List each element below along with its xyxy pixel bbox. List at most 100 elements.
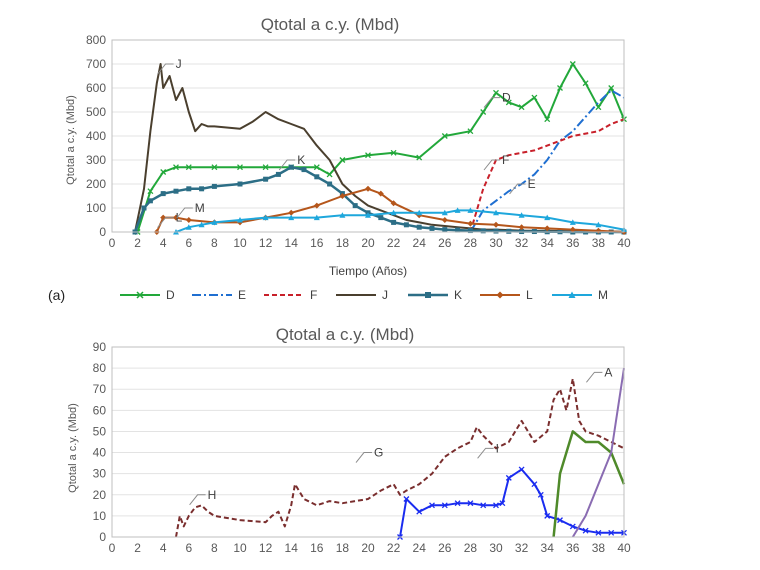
data-point-G	[608, 529, 615, 536]
x-tick-label: 32	[515, 236, 529, 250]
data-point-K	[211, 183, 217, 189]
x-tick-label: 40	[617, 541, 631, 555]
data-point-K	[160, 191, 166, 197]
annotation-leader	[189, 494, 206, 506]
data-point-K	[173, 188, 179, 194]
data-point-D	[505, 99, 512, 106]
data-point-L	[467, 220, 474, 227]
data-point-L	[493, 221, 499, 228]
data-point-M	[518, 212, 525, 218]
x-tick-label: 26	[438, 541, 452, 555]
data-point-M	[185, 224, 192, 230]
data-point-K	[147, 198, 153, 204]
chart-a-xlabel: Tiempo (Años)	[329, 264, 407, 278]
data-point-G	[569, 523, 576, 530]
data-point-G	[403, 496, 410, 502]
data-point-D	[237, 164, 243, 171]
annotation-leader	[157, 63, 174, 75]
annotation-leader	[355, 452, 372, 463]
legend-label-M: M	[598, 288, 608, 302]
data-point-K	[237, 181, 243, 187]
data-point-G	[441, 502, 448, 509]
y-tick-label: 0	[99, 225, 106, 239]
data-point-D	[595, 104, 602, 111]
data-point-D	[160, 169, 167, 175]
chart-b: Qtotal a c.y. (Mbd) Qtotal a c.y. (Mbd) …	[67, 325, 631, 555]
data-point-L	[390, 200, 397, 207]
data-point-D	[544, 116, 551, 123]
data-point-K	[378, 215, 384, 221]
y-tick-label: 70	[93, 382, 107, 396]
chart-b-title: Qtotal a c.y. (Mbd)	[276, 325, 415, 344]
data-point-K	[455, 227, 461, 233]
series-line-J	[134, 63, 625, 233]
x-tick-label: 18	[336, 236, 350, 250]
y-tick-label: 800	[86, 33, 106, 47]
legend-label-D: D	[166, 288, 175, 302]
annotation-label-H: H	[208, 488, 217, 502]
data-point-D	[185, 164, 192, 171]
data-point-L	[377, 190, 384, 197]
series-line-E	[469, 89, 625, 233]
x-tick-label: 28	[464, 541, 478, 555]
x-tick-label: 20	[361, 541, 375, 555]
data-point-D	[365, 152, 371, 159]
data-point-K	[314, 174, 320, 180]
y-tick-label: 30	[93, 467, 107, 481]
panel-label: (a)	[48, 287, 65, 303]
x-tick-label: 38	[592, 541, 606, 555]
data-point-K	[327, 181, 333, 187]
x-tick-label: 22	[387, 541, 401, 555]
data-point-K	[429, 225, 435, 231]
data-point-K	[301, 167, 307, 173]
x-tick-label: 12	[259, 541, 273, 555]
annotation-leader	[176, 207, 193, 219]
data-point-M	[441, 209, 448, 216]
y-tick-label: 0	[99, 530, 106, 544]
chart-a-ylabel: Qtotal a c.y. (Mbd)	[65, 95, 77, 185]
data-point-D	[441, 133, 448, 139]
legend-label-J: J	[382, 288, 388, 302]
annotation-leader	[477, 447, 494, 459]
x-tick-label: 36	[566, 236, 580, 250]
x-tick-label: 14	[285, 541, 299, 555]
data-point-L	[313, 202, 320, 209]
data-point-D	[557, 85, 563, 91]
y-tick-label: 500	[86, 105, 106, 119]
data-point-G	[429, 502, 435, 509]
data-point-G	[505, 474, 512, 481]
data-point-M	[237, 217, 243, 223]
data-point-M	[262, 214, 269, 221]
y-tick-label: 100	[86, 201, 106, 215]
data-point-L	[518, 224, 525, 231]
data-point-L	[544, 225, 551, 232]
chart-b-plot-border	[111, 346, 625, 538]
data-point-D	[416, 154, 423, 161]
x-tick-label: 12	[259, 236, 273, 250]
annotation-label-D: D	[502, 91, 511, 105]
data-point-G	[595, 529, 602, 536]
data-point-G	[582, 527, 589, 534]
x-tick-label: 38	[592, 236, 606, 250]
chart-b-ylabel: Qtotal a c.y. (Mbd)	[67, 403, 79, 493]
data-point-G	[416, 508, 423, 515]
data-point-M	[544, 214, 551, 221]
legend-label-F: F	[310, 288, 317, 302]
y-tick-label: 40	[93, 446, 107, 460]
x-tick-label: 0	[109, 236, 116, 250]
data-point-D	[493, 89, 499, 96]
x-tick-label: 18	[336, 541, 350, 555]
x-tick-label: 14	[285, 236, 299, 250]
x-tick-label: 10	[233, 541, 247, 555]
x-tick-label: 26	[438, 236, 452, 250]
data-point-M	[569, 219, 576, 225]
chart-a-gridlines	[112, 39, 624, 233]
y-tick-label: 200	[86, 177, 106, 191]
data-point-M	[211, 219, 218, 225]
data-point-K	[352, 203, 358, 209]
annotation-label-M: M	[195, 201, 205, 215]
legend-marker-M	[568, 291, 576, 298]
annotation-label-E: E	[528, 177, 536, 191]
annotation-label-K: K	[297, 153, 305, 167]
